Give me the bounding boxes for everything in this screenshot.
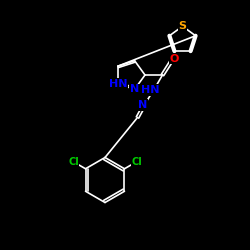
Text: Cl: Cl	[131, 157, 142, 167]
Text: N: N	[130, 84, 139, 94]
Text: HN: HN	[141, 85, 159, 95]
Text: S: S	[178, 21, 186, 31]
Text: O: O	[169, 54, 178, 64]
Text: HN: HN	[108, 79, 127, 89]
Text: Cl: Cl	[68, 157, 79, 167]
Text: N: N	[138, 100, 147, 110]
